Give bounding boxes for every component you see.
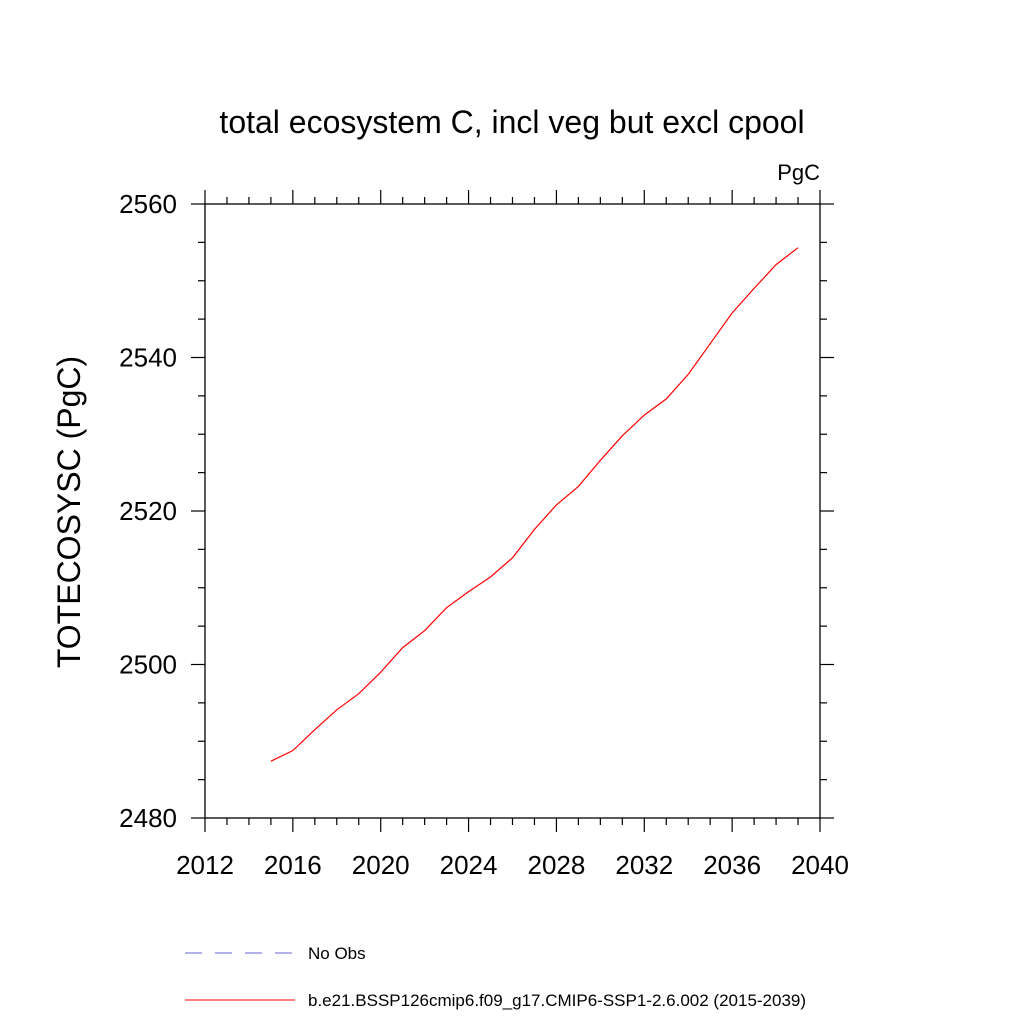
x-tick-label: 2024	[440, 850, 498, 880]
plot-frame	[204, 203, 821, 819]
chart-title: total ecosystem C, incl veg but excl cpo…	[219, 104, 804, 140]
y-tick-label: 2480	[119, 803, 177, 833]
axes: 2012 2016 2020 2024 2028 2032 2036 2040 2480 2500…	[119, 189, 849, 880]
series-line	[270, 247, 799, 762]
y-axis-label: TOTECOSYSC (PgC)	[51, 356, 87, 668]
y-tick-label: 2540	[119, 343, 177, 373]
y-tick-label: 2560	[119, 189, 177, 219]
x-tick-label: 2028	[528, 850, 586, 880]
x-tick-label: 2016	[264, 850, 322, 880]
x-tick-label: 2032	[615, 850, 673, 880]
legend-label: b.e21.BSSP126cmip6.f09_g17.CMIP6-SSP1-2.…	[308, 991, 806, 1010]
x-tick-label: 2040	[791, 850, 849, 880]
units-label: PgC	[777, 160, 820, 185]
x-tick-label: 2012	[176, 850, 234, 880]
legend: No Obs b.e21.BSSP126cmip6.f09_g17.CMIP6-S…	[185, 944, 806, 1010]
x-tick-label: 2020	[352, 850, 410, 880]
y-tick-label: 2500	[119, 650, 177, 680]
y-tick-label: 2520	[119, 496, 177, 526]
plot-area	[270, 247, 799, 762]
x-tick-label: 2036	[703, 850, 761, 880]
legend-label: No Obs	[308, 944, 366, 963]
